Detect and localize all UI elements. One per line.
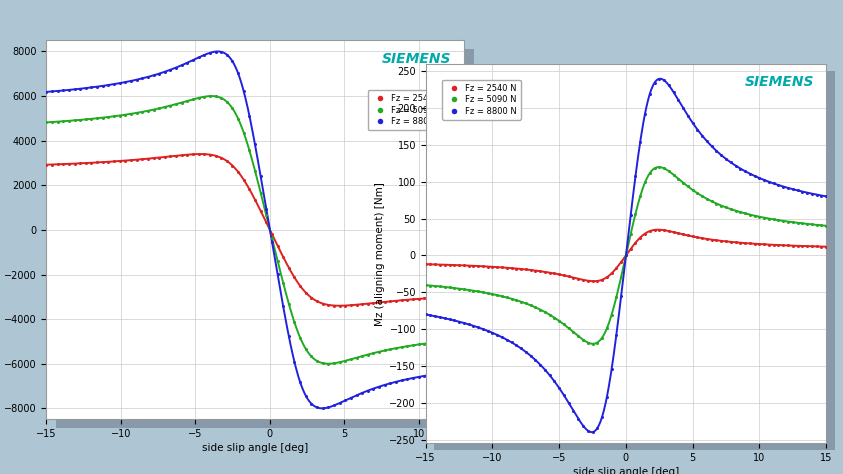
X-axis label: side slip angle [deg]: side slip angle [deg] xyxy=(201,443,309,453)
Y-axis label: Mz (aligning moment) [Nm]: Mz (aligning moment) [Nm] xyxy=(375,182,385,326)
X-axis label: side slip angle [deg]: side slip angle [deg] xyxy=(572,467,679,474)
Text: SIEMENS: SIEMENS xyxy=(382,52,451,66)
Legend: Fz = 2540 N, Fz = 5090 N, Fz = 8800 N: Fz = 2540 N, Fz = 5090 N, Fz = 8800 N xyxy=(368,90,447,130)
Text: SIEMENS: SIEMENS xyxy=(744,75,814,90)
Legend: Fz = 2540 N, Fz = 5090 N, Fz = 8800 N: Fz = 2540 N, Fz = 5090 N, Fz = 8800 N xyxy=(442,80,521,120)
